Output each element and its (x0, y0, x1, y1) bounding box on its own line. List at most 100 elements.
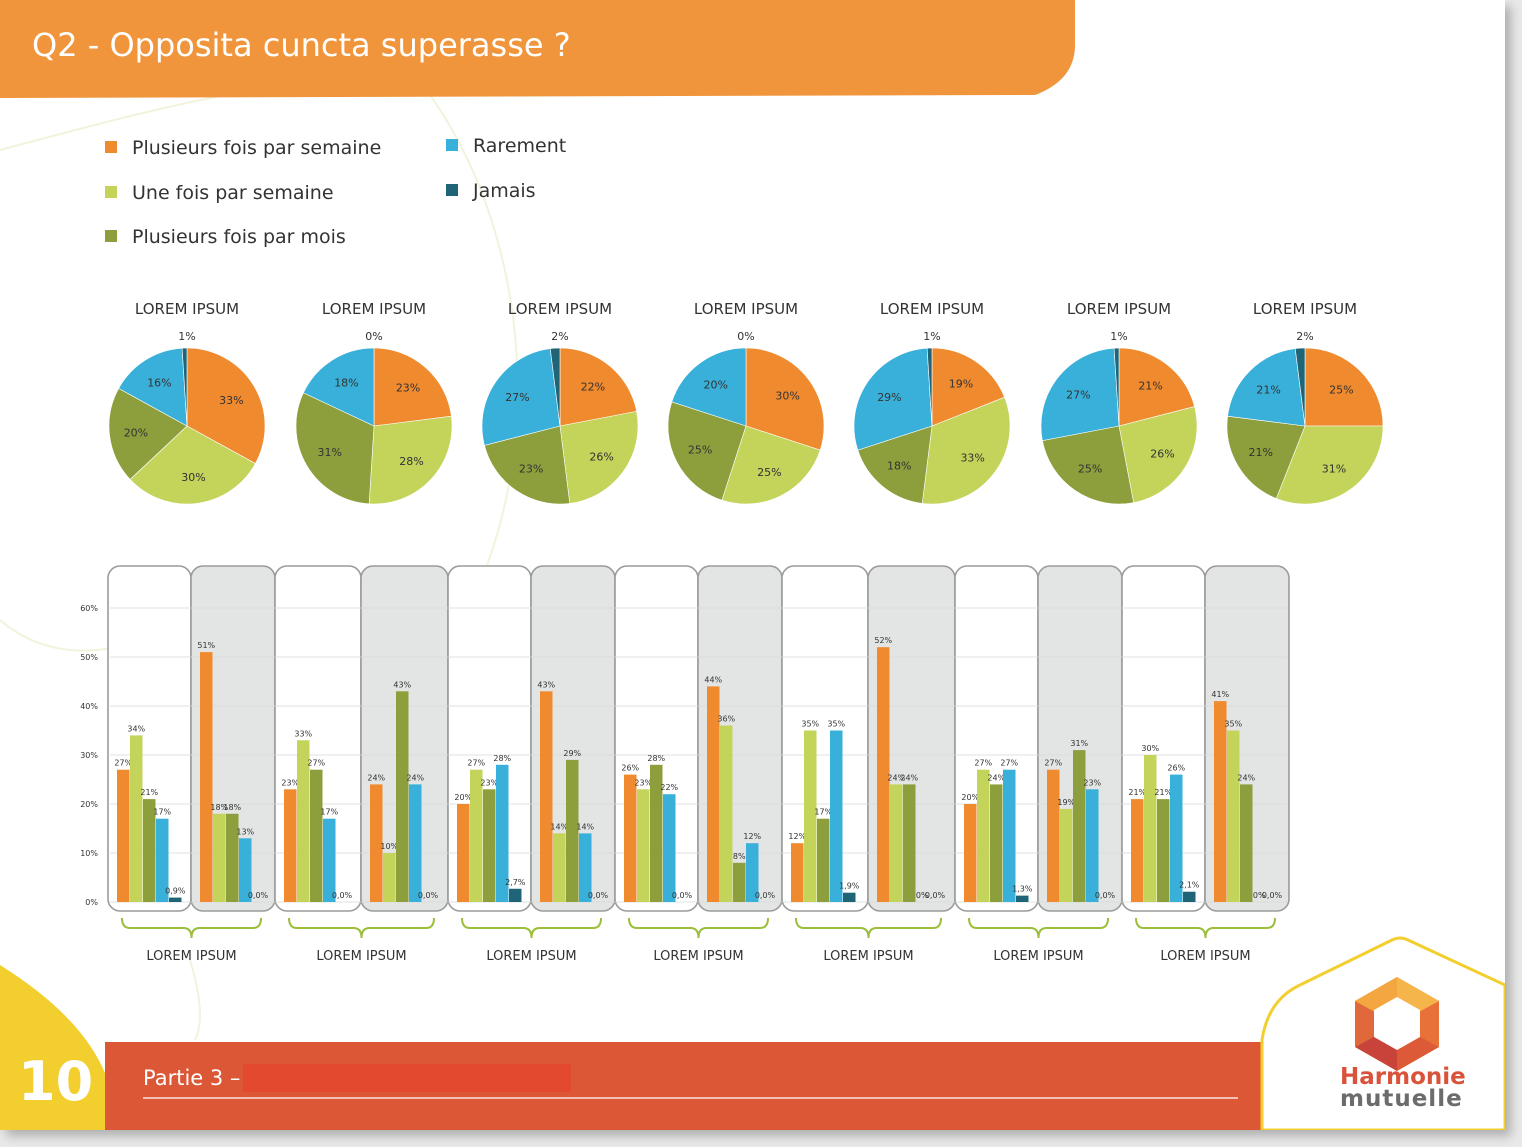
pie-label: 33% (219, 394, 243, 407)
bar-value-label: 14% (550, 822, 568, 831)
group-label: LOREM IPSUM (146, 949, 236, 964)
group-bracket (795, 917, 942, 939)
pie-slice (1294, 347, 1306, 427)
pie-label: 25% (1078, 463, 1102, 476)
bar-value-label: 27% (467, 759, 485, 768)
bar (877, 647, 890, 902)
bar-value-label: 1,3% (1012, 885, 1033, 894)
bar (1144, 755, 1157, 902)
bar (117, 769, 130, 902)
bar-value-label: 24% (900, 773, 918, 782)
bar-value-label: 20% (961, 793, 979, 802)
logo-hexagon-icon (1355, 977, 1439, 1071)
bar (1016, 895, 1029, 902)
page-number: 10 (18, 1050, 94, 1113)
bar (284, 789, 297, 902)
pie-label: 1% (178, 330, 195, 343)
pie-label: 21% (1256, 384, 1280, 397)
pie-slice (108, 388, 188, 480)
pie-slice (186, 347, 266, 464)
bar (624, 774, 637, 902)
pie-label: 2% (551, 330, 568, 343)
pie-label: 25% (1329, 384, 1353, 397)
bar (226, 813, 239, 902)
bar (990, 784, 1003, 902)
bar-value-label: 0,0% (925, 891, 946, 900)
bar (1183, 891, 1196, 902)
bar-value-label: 14% (576, 822, 594, 831)
bar-value-label: 17% (320, 808, 338, 817)
bar (1073, 750, 1086, 902)
pie-slice (1226, 415, 1306, 499)
bar-value-label: 23% (634, 778, 652, 787)
bar (720, 725, 733, 902)
bar-value-label: 2,7% (505, 878, 526, 887)
bar-value-label: 30% (1141, 744, 1159, 753)
pie-slice (926, 347, 933, 427)
bar (566, 759, 579, 902)
bar-value-label: 41% (1211, 690, 1229, 699)
bar-value-label: 27% (1000, 759, 1018, 768)
y-tick-label: 0% (85, 898, 98, 907)
bar (903, 784, 916, 902)
bar (396, 691, 409, 902)
logo-text-mutuelle: mutuelle (1340, 1086, 1463, 1112)
pie-slice (368, 415, 453, 505)
y-tick-label: 50% (80, 653, 98, 662)
bar-value-label: 0,0% (248, 891, 269, 900)
bar (1086, 789, 1099, 902)
bar-value-label: 13% (236, 827, 254, 836)
group-label: LOREM IPSUM (1160, 949, 1250, 964)
pie-title: LOREM IPSUM (1067, 300, 1171, 318)
pie-label: 33% (960, 452, 984, 465)
bar (977, 769, 990, 902)
pie-slice (1040, 347, 1120, 441)
bar (200, 652, 213, 902)
bar-value-label: 27% (307, 759, 325, 768)
bar-value-label: 21% (140, 788, 158, 797)
y-tick-label: 30% (80, 751, 98, 760)
pie-slice (559, 411, 639, 504)
page-title: Q2 - Opposita cuncta superasse ? (32, 26, 571, 64)
bar-value-label: 0,9% (165, 887, 186, 896)
bar-value-label: 33% (294, 729, 312, 738)
bar-value-label: 0% (916, 891, 929, 900)
bar (156, 818, 169, 902)
pie-slice (853, 347, 933, 451)
pie-label: 21% (1138, 379, 1162, 392)
pie-slice (857, 425, 933, 504)
bar-value-label: 21% (1128, 788, 1146, 797)
bar-value-label: 26% (1167, 764, 1185, 773)
bar (310, 769, 323, 902)
bar-value-label: 24% (367, 773, 385, 782)
y-tick-label: 60% (80, 604, 98, 613)
bar-value-label: 23% (1083, 778, 1101, 787)
bar-value-label: 31% (1070, 739, 1088, 748)
bar-value-label: 51% (197, 641, 215, 650)
y-tick-label: 40% (80, 702, 98, 711)
bar (637, 789, 650, 902)
bar (1214, 701, 1227, 902)
bar-value-label: 10% (380, 842, 398, 851)
bar (496, 764, 509, 902)
legend-item: Plusieurs fois par mois (105, 226, 346, 248)
pie-label: 28% (399, 455, 423, 468)
pie-label: 20% (704, 378, 728, 391)
pie-slice (181, 347, 188, 427)
legend-swatch (105, 229, 117, 242)
bar (169, 897, 182, 902)
bar (1157, 799, 1170, 902)
bar (1170, 774, 1183, 902)
pie-label: 29% (877, 391, 901, 404)
bar-value-label: 23% (480, 778, 498, 787)
pie-label: 31% (317, 446, 341, 459)
bar-value-label: 21% (1154, 788, 1172, 797)
bar (733, 862, 746, 902)
bar-value-label: 43% (537, 680, 555, 689)
bar-value-label: 52% (874, 636, 892, 645)
bar-value-label: 24% (406, 773, 424, 782)
bar-value-label: 17% (153, 808, 171, 817)
bar (297, 740, 310, 902)
bar-value-label: 0,0% (1095, 891, 1116, 900)
pie-label: 31% (1322, 463, 1346, 476)
